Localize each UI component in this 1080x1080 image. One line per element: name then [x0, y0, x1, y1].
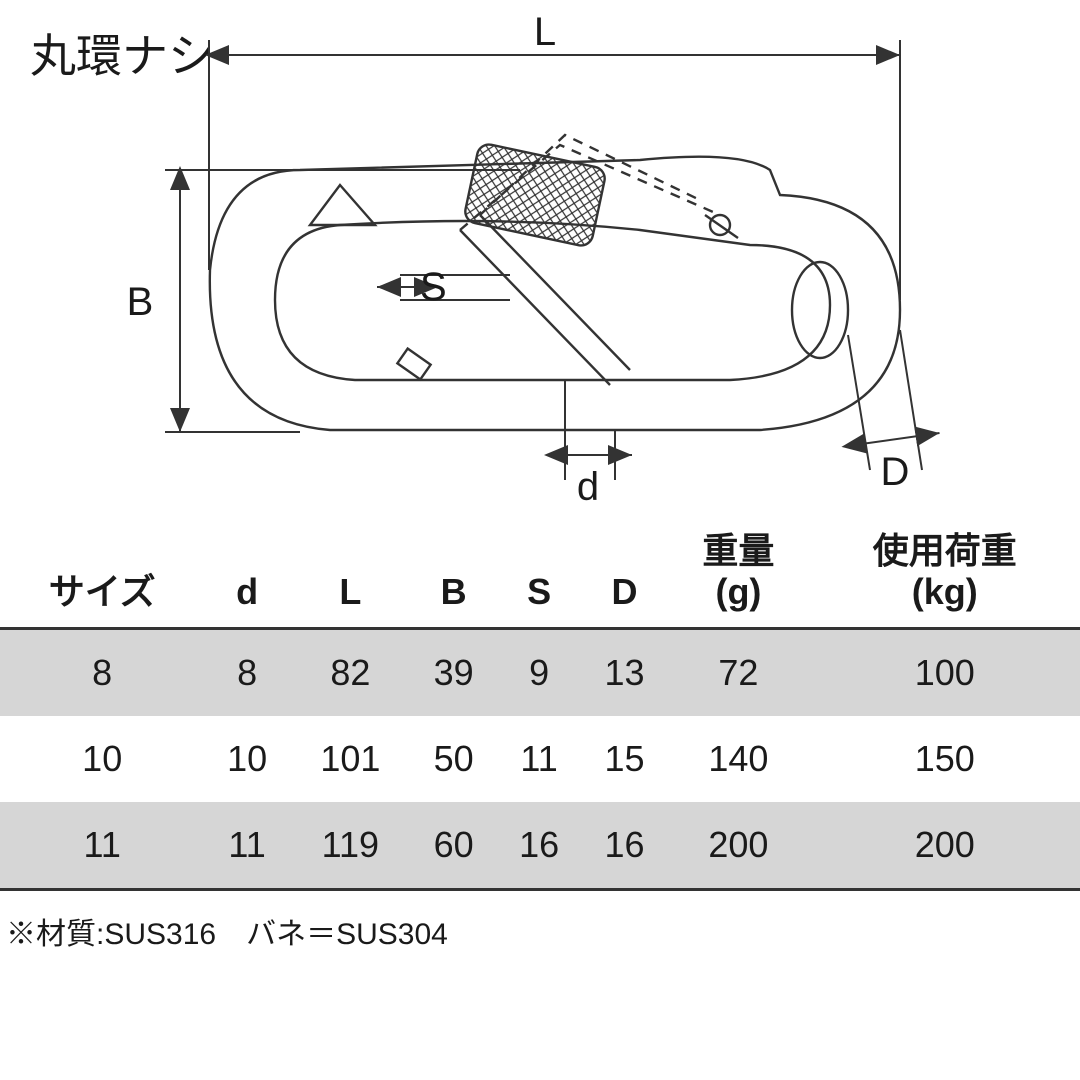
col-s: S [496, 520, 581, 628]
cell: 10 [204, 716, 289, 802]
cell: 11 [0, 802, 204, 890]
cell: 200 [667, 802, 809, 890]
spec-table: サイズ d L B S D 重量(g) 使用荷重(kg) 8 8 82 39 9… [0, 520, 1080, 953]
table-row: 11 11 119 60 16 16 200 200 [0, 802, 1080, 890]
col-load: 使用荷重(kg) [810, 520, 1080, 628]
cell: 8 [0, 628, 204, 716]
cell: 39 [411, 628, 496, 716]
cell: 11 [204, 802, 289, 890]
dim-label-s: S [420, 265, 447, 309]
cell: 16 [582, 802, 667, 890]
cell: 72 [667, 628, 809, 716]
cell: 8 [204, 628, 289, 716]
cell: 150 [810, 716, 1080, 802]
table-header-row: サイズ d L B S D 重量(g) 使用荷重(kg) [0, 520, 1080, 628]
cell: 82 [290, 628, 411, 716]
technical-diagram: S L B d D [0, 0, 1080, 510]
dim-label-l: L [534, 10, 556, 54]
col-cap-d: D [582, 520, 667, 628]
cell: 9 [496, 628, 581, 716]
col-weight: 重量(g) [667, 520, 809, 628]
cell: 200 [810, 802, 1080, 890]
col-b: B [411, 520, 496, 628]
cell: 119 [290, 802, 411, 890]
col-size: サイズ [0, 520, 204, 628]
cell: 15 [582, 716, 667, 802]
table-row: 10 10 101 50 11 15 140 150 [0, 716, 1080, 802]
col-d: d [204, 520, 289, 628]
dim-label-d: d [577, 465, 599, 509]
cell: 60 [411, 802, 496, 890]
cell: 16 [496, 802, 581, 890]
cell: 50 [411, 716, 496, 802]
table-row: 8 8 82 39 9 13 72 100 [0, 628, 1080, 716]
cell: 10 [0, 716, 204, 802]
cell: 11 [496, 716, 581, 802]
cell: 13 [582, 628, 667, 716]
cell: 140 [667, 716, 809, 802]
material-footnote: ※材質:SUS316 バネ＝SUS304 [0, 891, 1080, 953]
cell: 101 [290, 716, 411, 802]
cell: 100 [810, 628, 1080, 716]
col-l: L [290, 520, 411, 628]
dim-label-b: B [127, 280, 154, 324]
dim-label-cap-d: D [881, 450, 910, 494]
